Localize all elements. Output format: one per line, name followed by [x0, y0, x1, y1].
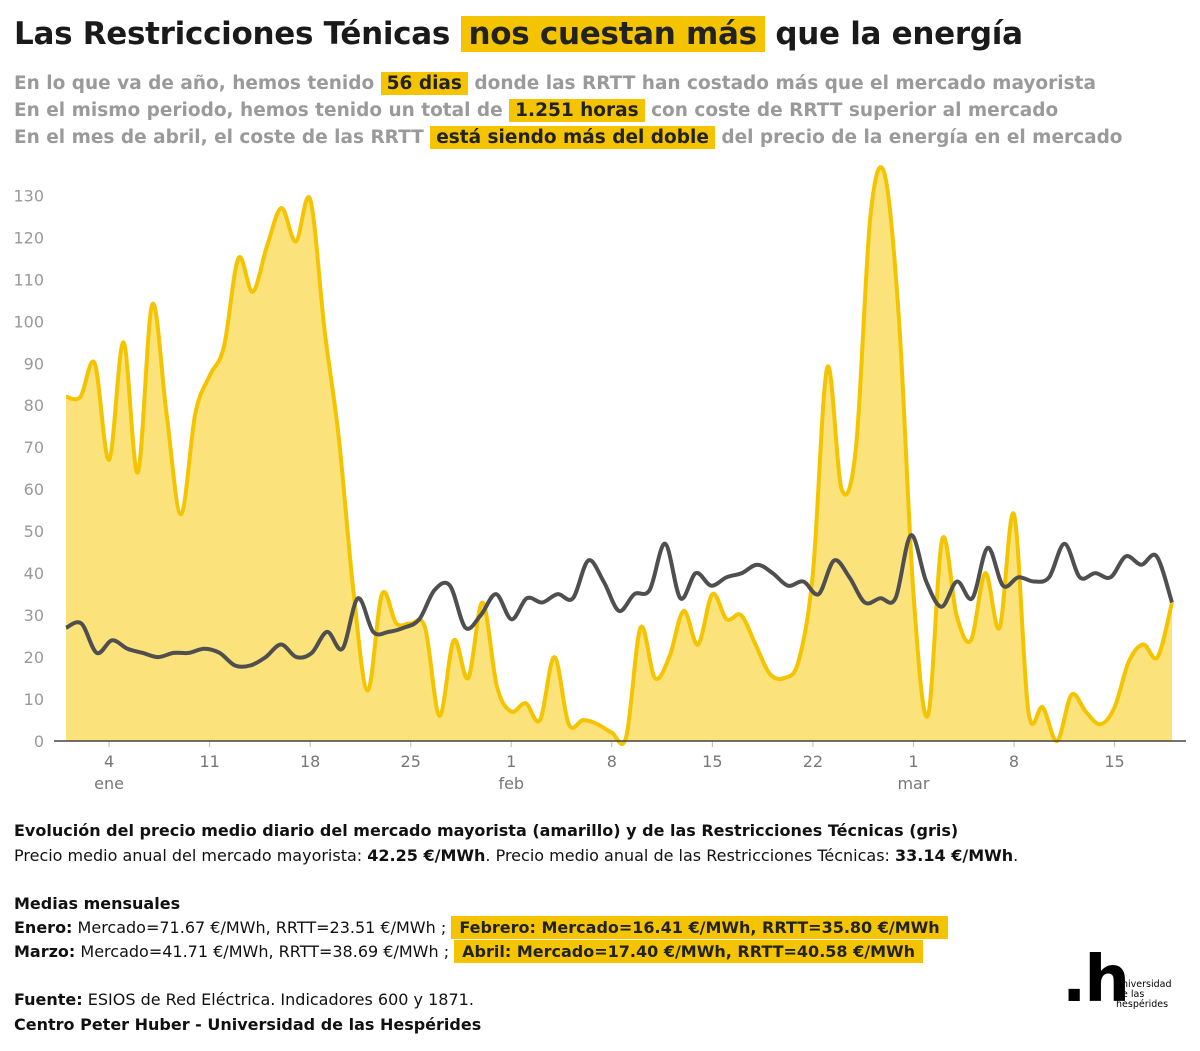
x-tick-label: 25 — [401, 752, 421, 771]
y-tick-label: 80 — [24, 396, 44, 415]
subtitle-hours: En el mismo periodo, hemos tenido un tot… — [14, 99, 1059, 122]
subtitle-text: donde las RRTT han costado más que el me… — [474, 73, 1096, 94]
x-tick-label: 15 — [702, 752, 722, 771]
subtitle-days: En lo que va de año, hemos tenido 56 dia… — [14, 72, 1096, 95]
annual-rrtt-value: 33.14 €/MWh — [895, 846, 1014, 865]
subtitle-text: En el mes de abril, el coste de las RRTT — [14, 127, 424, 148]
subtitle-text: con coste de RRTT superior al mercado — [651, 100, 1059, 121]
month-label-enero: Enero: — [14, 918, 73, 937]
x-tick-label: 8 — [1009, 752, 1019, 771]
y-tick-label: 20 — [24, 648, 44, 667]
subtitle-highlight: 1.251 horas — [509, 99, 645, 122]
subtitle-text: En lo que va de año, hemos tenido — [14, 73, 375, 94]
title-highlight: nos cuestan más — [460, 16, 765, 52]
annual-text: . — [1013, 846, 1019, 865]
y-tick-label: 50 — [24, 522, 44, 541]
subtitle-highlight: está siendo más del doble — [430, 126, 715, 149]
month-highlight-abril: Abril: Mercado=17.40 €/MWh, RRTT=40.58 €… — [454, 940, 924, 963]
title-text-end: que la energía — [775, 16, 1023, 52]
y-tick-label: 70 — [24, 438, 44, 457]
logo-line: de las — [1116, 989, 1145, 1000]
x-axis: 4ene1118251feb815221mar81522295abr — [94, 741, 1125, 793]
x-tick-label: 18 — [300, 752, 320, 771]
month-highlight-febrero: Febrero: Mercado=16.41 €/MWh, RRTT=35.80… — [451, 916, 948, 939]
logo-line: hespérides — [1116, 999, 1169, 1010]
x-tick-label: 1 — [908, 752, 918, 771]
y-tick-label: 90 — [24, 354, 44, 373]
x-tick-label: 4 — [104, 752, 114, 771]
subtitle-highlight: 56 dias — [380, 72, 468, 95]
annual-text: . Precio medio anual de las Restriccione… — [485, 846, 890, 865]
subtitle-text: En el mismo periodo, hemos tenido un tot… — [14, 100, 503, 121]
x-month-label: feb — [498, 774, 524, 793]
y-tick-label: 30 — [24, 606, 44, 625]
y-tick-label: 120 — [13, 228, 44, 247]
market-line — [65, 165, 1174, 746]
y-tick-label: 100 — [13, 312, 44, 331]
x-tick-label: 15 — [1104, 752, 1124, 771]
monthly-row-2: Marzo: Mercado=41.71 €/MWh, RRTT=38.69 €… — [14, 940, 924, 963]
source: Fuente: ESIOS de Red Eléctrica. Indicado… — [14, 990, 474, 1009]
x-tick-label: 1 — [506, 752, 516, 771]
logo-line: universidad — [1116, 979, 1172, 990]
university-logo: .h universidad de las hespérides — [1062, 948, 1182, 1014]
annual-market-value: 42.25 €/MWh — [367, 846, 486, 865]
y-tick-label: 10 — [24, 690, 44, 709]
rrtt-line — [65, 533, 1174, 669]
y-tick-label: 60 — [24, 480, 44, 499]
series-layer — [54, 165, 1186, 746]
y-tick-label: 110 — [13, 270, 44, 289]
logo-mark: .h — [1062, 943, 1130, 1017]
page-title: Las Restricciones Ténicas nos cuestan má… — [14, 16, 1023, 52]
annual-text: Precio medio anual del mercado mayorista… — [14, 846, 363, 865]
subtitle-text: del precio de la energía en el mercado — [721, 127, 1123, 148]
source-label: Fuente: — [14, 990, 83, 1009]
title-text: Las Restricciones Ténicas — [14, 16, 451, 52]
market-area — [66, 167, 1172, 745]
month-values-marzo: Mercado=41.71 €/MWh, RRTT=38.69 €/MWh ; — [80, 942, 450, 961]
x-tick-label: 22 — [803, 752, 823, 771]
month-values-enero: Mercado=71.67 €/MWh, RRTT=23.51 €/MWh ; — [77, 918, 447, 937]
y-tick-label: 40 — [24, 564, 44, 583]
logo-text: universidad de las hespérides — [1116, 980, 1186, 1010]
y-tick-label: 0 — [34, 732, 44, 751]
y-axis: 0 10 20 30 40 50 60 70 80 90 100 110 120 130 — [13, 186, 44, 751]
x-month-label: mar — [897, 774, 929, 793]
chart-caption-title: Evolución del precio medio diario del me… — [14, 821, 959, 840]
subtitle-april: En el mes de abril, el coste de las RRTT… — [14, 126, 1123, 149]
month-label-marzo: Marzo: — [14, 942, 76, 961]
monthly-row-1: Enero: Mercado=71.67 €/MWh, RRTT=23.51 €… — [14, 916, 948, 939]
x-month-label: ene — [94, 774, 124, 793]
y-tick-label: 130 — [13, 186, 44, 205]
monthly-title: Medias mensuales — [14, 894, 181, 913]
source-text: ESIOS de Red Eléctrica. Indicadores 600 … — [87, 990, 474, 1009]
credits: Centro Peter Huber - Universidad de las … — [14, 1015, 482, 1034]
x-tick-label: 8 — [607, 752, 617, 771]
x-tick-label: 11 — [199, 752, 219, 771]
annual-average: Precio medio anual del mercado mayorista… — [14, 846, 1018, 865]
